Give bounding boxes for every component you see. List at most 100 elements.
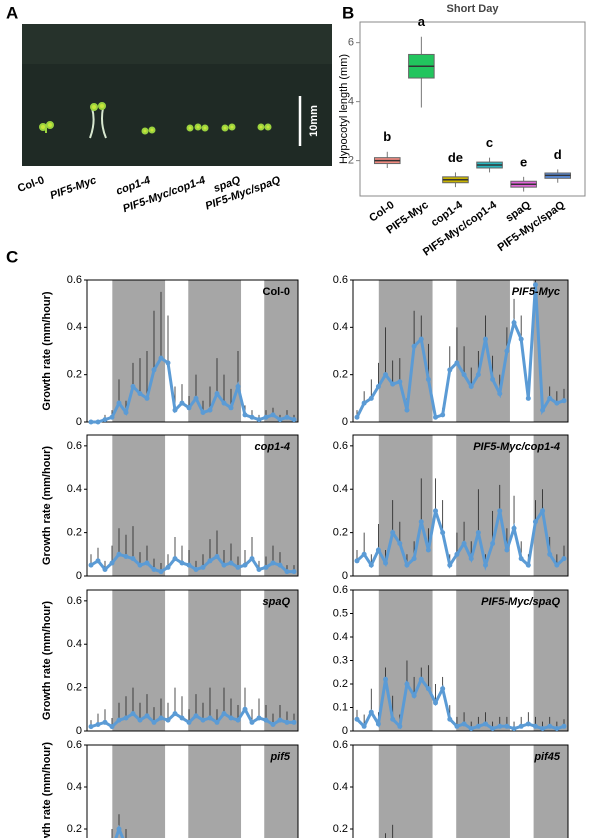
data-point <box>270 721 276 727</box>
y-tick-label: 0.6 <box>67 440 82 452</box>
data-point <box>447 367 453 373</box>
y-axis-label: Hypocotyl length (mm) <box>338 54 350 164</box>
data-point <box>291 569 297 575</box>
data-point <box>482 336 488 342</box>
y-tick-label: 0.2 <box>67 823 82 835</box>
night-shading <box>112 435 166 576</box>
data-point <box>532 723 538 729</box>
y-tick-label: 0 <box>76 570 82 582</box>
data-point <box>137 391 143 397</box>
data-point <box>561 556 567 562</box>
data-point <box>130 711 136 717</box>
data-point <box>433 700 439 706</box>
night-shading <box>188 590 242 731</box>
data-point <box>291 719 297 725</box>
data-point <box>411 556 417 562</box>
data-point <box>525 721 531 727</box>
data-point <box>404 681 410 687</box>
data-point <box>256 566 262 572</box>
data-point <box>165 564 171 570</box>
data-point <box>123 410 129 416</box>
data-point <box>284 414 290 420</box>
data-point <box>123 553 129 559</box>
data-point <box>88 724 94 730</box>
data-point <box>221 711 227 717</box>
data-point <box>433 508 439 514</box>
plot-frame <box>86 279 299 423</box>
data-point <box>511 726 517 732</box>
data-point <box>525 395 531 401</box>
y-tick-label: 6 <box>348 37 354 49</box>
data-point <box>95 721 101 727</box>
data-point <box>454 360 460 366</box>
data-point <box>186 719 192 725</box>
y-tick-label: 0.4 <box>67 321 82 333</box>
data-point <box>375 547 381 553</box>
significance-letter: a <box>418 14 426 29</box>
y-tick-label: 0.2 <box>67 369 82 381</box>
data-point <box>102 417 108 423</box>
data-point <box>490 376 496 382</box>
data-point <box>525 562 531 568</box>
data-point <box>277 417 283 423</box>
data-point <box>518 556 524 562</box>
data-point <box>144 713 150 719</box>
panel-label: A <box>6 3 18 22</box>
data-point <box>504 723 510 729</box>
data-point <box>490 540 496 546</box>
genotype-label: PIF5-Myc <box>512 286 560 298</box>
genotype-label: PIF5-Myc/cop1-4 <box>473 441 560 453</box>
data-point <box>554 400 560 406</box>
y-axis-label: Growth rate (mm/hour) <box>41 742 53 838</box>
data-point <box>249 414 255 420</box>
data-point <box>561 398 567 404</box>
data-point <box>547 395 553 401</box>
data-point <box>468 556 474 562</box>
data-point <box>475 372 481 378</box>
data-point <box>511 320 517 326</box>
data-point <box>88 562 94 568</box>
data-point <box>172 407 178 413</box>
significance-letter: c <box>486 135 493 150</box>
y-axis-label: Growth rate (mm/hour) <box>41 446 53 566</box>
data-point <box>207 715 213 721</box>
data-point <box>151 719 157 725</box>
data-point <box>468 384 474 389</box>
data-point <box>158 355 164 361</box>
y-tick-label: 0.2 <box>333 527 348 539</box>
significance-letter: de <box>448 150 463 165</box>
data-point <box>547 723 553 729</box>
y-tick-label: 0.2 <box>67 682 82 694</box>
data-point <box>109 724 115 730</box>
night-shading <box>533 745 568 838</box>
data-point <box>490 726 496 732</box>
data-point <box>214 391 220 397</box>
data-point <box>228 405 234 411</box>
y-tick-label: 0 <box>76 416 82 428</box>
chart-title: Short Day <box>447 3 500 15</box>
genotype-label: pif45 <box>533 751 561 763</box>
genotype-label: pif5 <box>269 751 290 763</box>
y-tick-label: 0.4 <box>67 638 82 650</box>
y-tick-label: 0.4 <box>333 483 348 495</box>
data-point <box>137 562 143 568</box>
data-point <box>554 726 560 732</box>
y-tick-label: 0 <box>342 725 348 737</box>
genotype-label: cop1-4 <box>255 441 290 453</box>
data-point <box>440 530 446 536</box>
data-point <box>447 716 453 722</box>
data-point <box>200 564 206 570</box>
data-point <box>186 562 192 568</box>
data-point <box>95 558 101 564</box>
genotype-label: Col-0 <box>16 174 46 195</box>
y-tick-label: 0.2 <box>333 369 348 381</box>
data-point <box>193 566 199 572</box>
night-shading <box>264 745 298 838</box>
y-tick-label: 2 <box>348 155 354 167</box>
data-point <box>354 558 360 564</box>
genotype-label: PIF5-Myc <box>49 174 98 202</box>
data-point <box>263 717 269 723</box>
data-point <box>235 717 241 723</box>
data-point <box>383 372 389 378</box>
